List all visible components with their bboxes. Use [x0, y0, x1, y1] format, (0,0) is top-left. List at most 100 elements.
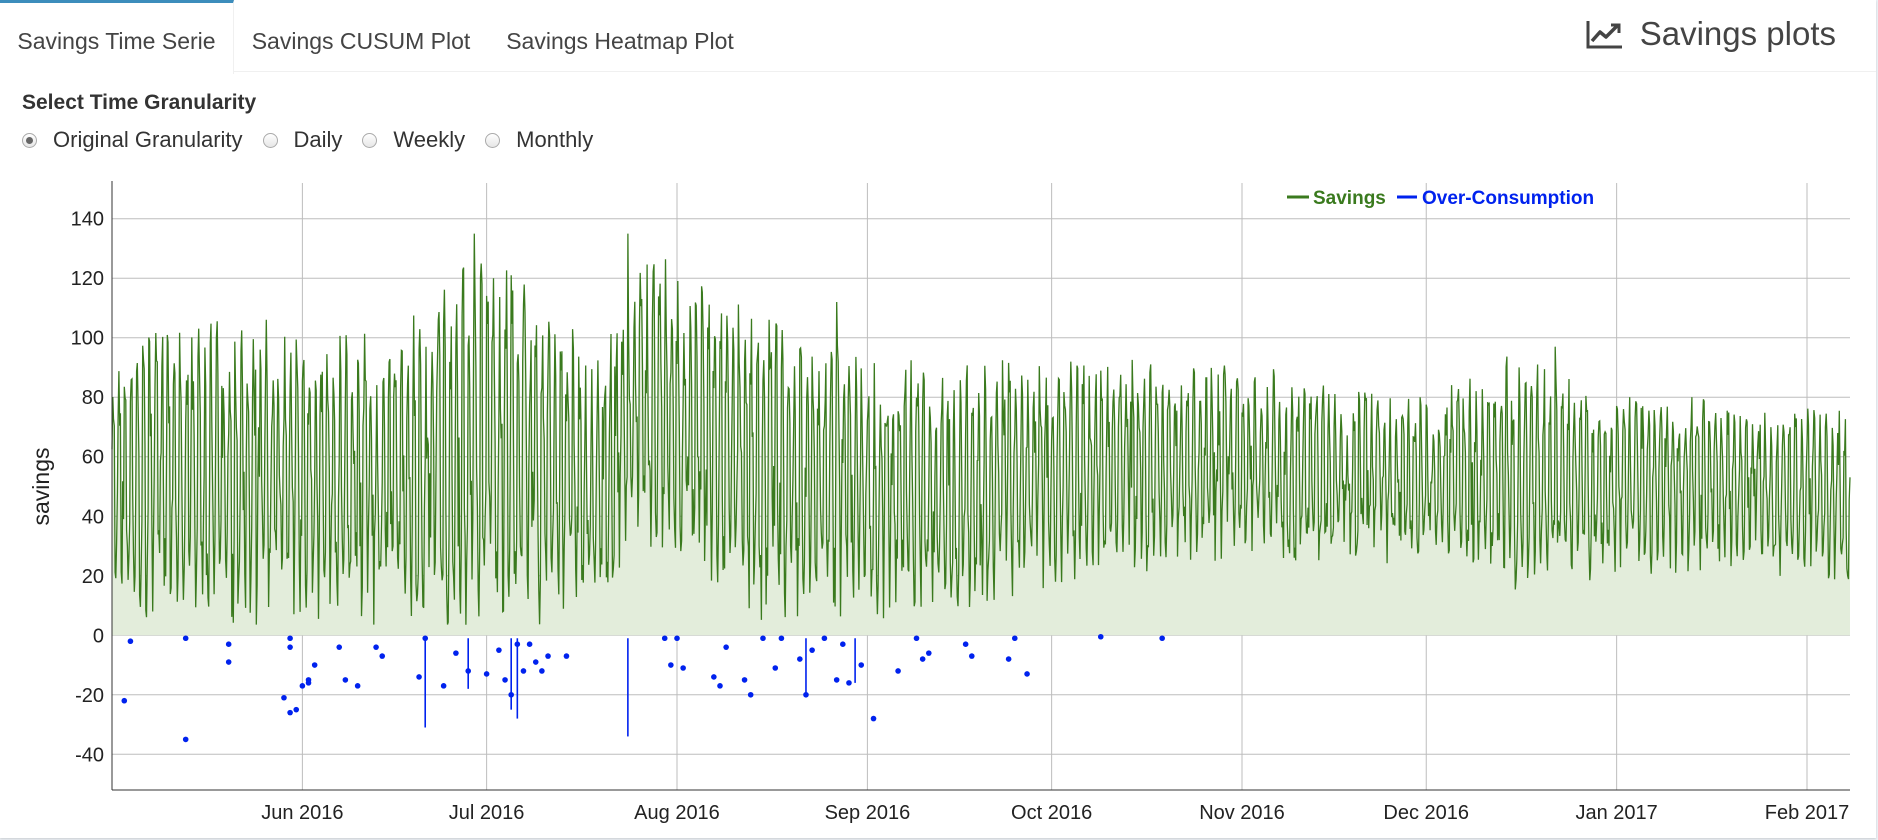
- over-consumption-point: [741, 677, 748, 683]
- over-consumption-point: [379, 653, 386, 659]
- tab-bar: Savings Time Serie Savings CUSUM Plot Sa…: [0, 0, 1876, 74]
- over-consumption-point: [962, 641, 969, 648]
- over-consumption-point: [747, 691, 754, 698]
- tab-savings-cusum-plot[interactable]: Savings CUSUM Plot: [240, 3, 482, 71]
- over-consumption-point: [182, 635, 189, 642]
- over-consumption-point: [1024, 671, 1030, 677]
- over-consumption-point: [1159, 635, 1165, 642]
- radio-daily[interactable]: Daily: [262, 127, 343, 153]
- x-tick-label: Nov 2016: [1199, 802, 1285, 824]
- y-axis-label: savings: [28, 448, 54, 526]
- over-consumption-point: [858, 662, 865, 668]
- y-tick-label: 120: [71, 268, 104, 290]
- over-consumption-point: [919, 656, 926, 662]
- over-consumption-point: [182, 736, 189, 743]
- over-consumption-point: [354, 683, 361, 689]
- radio-monthly[interactable]: Monthly: [485, 127, 593, 153]
- savings-area-fill: [112, 233, 1850, 636]
- x-tick-label: Dec 2016: [1383, 802, 1469, 824]
- over-consumption-point: [502, 677, 508, 683]
- box-title: Savings plots: [1586, 15, 1836, 53]
- y-tick-label: 60: [82, 447, 104, 469]
- over-consumption-point: [305, 677, 312, 683]
- over-consumption-point: [674, 635, 680, 642]
- over-consumption-point: [293, 706, 300, 713]
- granularity-label: Select Time Granularity: [22, 91, 257, 114]
- over-consumption-point: [225, 641, 232, 648]
- chart-axes: -40 -20 0 20 40 60 80 100 120 140 Jun 2016 Jul 2016…: [28, 181, 1850, 824]
- over-consumption-point: [925, 650, 932, 656]
- radio-label: Daily: [293, 127, 343, 152]
- over-consumption-point: [287, 635, 293, 642]
- over-consumption-point: [1005, 656, 1012, 662]
- over-consumption-point: [968, 653, 975, 659]
- over-consumption-point: [821, 635, 828, 642]
- over-consumption-series: [121, 633, 1165, 743]
- over-consumption-point: [121, 697, 128, 704]
- over-consumption-point: [453, 650, 459, 656]
- over-consumption-point: [895, 668, 901, 674]
- over-consumption-point: [526, 641, 533, 648]
- over-consumption-point: [870, 715, 877, 722]
- box-title-text: Savings plots: [1639, 15, 1836, 52]
- chart-grid: [112, 183, 1850, 790]
- over-consumption-point: [520, 668, 527, 674]
- y-tick-label: -20: [75, 685, 104, 707]
- over-consumption-point: [373, 644, 379, 650]
- x-tick-label: Aug 2016: [634, 802, 720, 824]
- radio-weekly[interactable]: Weekly: [362, 127, 465, 153]
- radio-label: Weekly: [393, 127, 466, 152]
- radio-button[interactable]: [22, 132, 37, 148]
- over-consumption-point: [661, 635, 668, 642]
- over-consumption-point: [846, 680, 852, 686]
- radio-original-granularity[interactable]: Original Granularity: [22, 127, 243, 153]
- over-consumption-point: [668, 662, 674, 668]
- tab-label: Savings Heatmap Plot: [506, 28, 734, 54]
- radio-button[interactable]: [485, 132, 501, 148]
- over-consumption-point: [539, 668, 545, 674]
- over-consumption-point: [287, 644, 293, 650]
- over-consumption-point: [281, 694, 287, 701]
- radio-button[interactable]: [362, 132, 378, 148]
- radio-label: Monthly: [516, 127, 594, 152]
- over-consumption-point: [913, 635, 920, 642]
- over-consumption-point: [833, 677, 840, 683]
- y-tick-label: 100: [71, 328, 104, 350]
- tab-label: Savings Time Serie: [17, 28, 216, 54]
- chart-legend[interactable]: Savings Over-Consumption: [1287, 188, 1594, 209]
- savings-line: [111, 233, 1851, 625]
- over-consumption-point: [299, 683, 306, 689]
- savings-series: [111, 233, 1851, 625]
- over-consumption-point: [287, 709, 293, 716]
- x-tick-label: Sep 2016: [825, 802, 911, 824]
- savings-time-series-chart[interactable]: -40 -20 0 20 40 60 80 100 120 140 Jun 2016 Jul 2016…: [0, 173, 1876, 838]
- over-consumption-point: [680, 665, 686, 671]
- x-tick-label: Feb 2017: [1765, 802, 1850, 824]
- over-consumption-point: [711, 674, 717, 680]
- over-consumption-point: [440, 683, 447, 689]
- over-consumption-point: [717, 683, 723, 689]
- over-consumption-point: [416, 674, 422, 680]
- radio-button[interactable]: [262, 132, 278, 148]
- over-consumption-point: [809, 647, 815, 653]
- x-tick-label: Jun 2016: [261, 802, 343, 824]
- over-consumption-point: [1011, 635, 1018, 642]
- over-consumption-point: [840, 641, 846, 648]
- tab-savings-heatmap-plot[interactable]: Savings Heatmap Plot: [498, 3, 742, 71]
- y-tick-label: 20: [82, 566, 104, 588]
- y-tick-label: 140: [71, 209, 104, 231]
- line-chart-icon: [1586, 21, 1622, 49]
- y-tick-label: -40: [75, 744, 104, 766]
- x-tick-label: Jul 2016: [449, 802, 525, 824]
- over-consumption-point: [336, 644, 343, 650]
- over-consumption-point: [723, 644, 729, 650]
- x-tick-label: Oct 2016: [1011, 802, 1092, 824]
- over-consumption-point: [127, 638, 134, 645]
- legend-savings-label: Savings: [1313, 188, 1386, 209]
- x-tick-label: Jan 2017: [1575, 802, 1657, 824]
- over-consumption-point: [797, 656, 803, 662]
- savings-area: [112, 233, 1850, 636]
- tab-savings-time-serie[interactable]: Savings Time Serie: [0, 0, 234, 74]
- over-consumption-point: [563, 653, 570, 659]
